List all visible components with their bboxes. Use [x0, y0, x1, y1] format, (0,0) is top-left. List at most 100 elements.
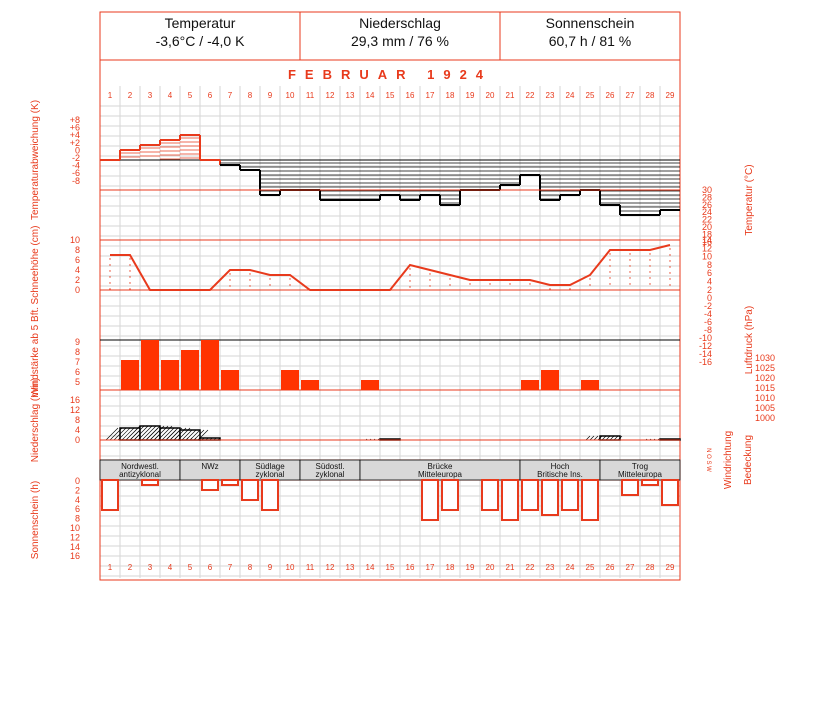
header-sunshine: Sonnenschein 60,7 h / 81 %	[500, 14, 680, 58]
temperature-right-tick: -14	[699, 349, 712, 359]
temperature-right-tick: 4	[707, 277, 712, 287]
precipitation-hatch	[105, 427, 119, 441]
temperature-right-tick: 22	[702, 215, 712, 225]
snow-dot	[129, 282, 131, 284]
precipitation-hatch	[605, 435, 611, 441]
snow-dot	[409, 280, 411, 282]
snow-dot	[289, 284, 291, 286]
snow-dot	[409, 268, 411, 270]
sunshine-tick: 6	[75, 504, 80, 514]
snow-dot	[609, 253, 611, 255]
temperature-right-tick: 2	[707, 285, 712, 295]
day-label-top: 13	[346, 91, 355, 100]
snow-dot	[469, 283, 471, 285]
day-label-bottom: 11	[306, 563, 315, 572]
weather-type-line2: Mitteleuropa	[418, 470, 463, 479]
day-label-bottom: 2	[128, 563, 133, 572]
precipitation-tick: 16	[70, 395, 80, 405]
snow-dot	[129, 276, 131, 278]
snow-dot	[449, 278, 451, 280]
wind-bar	[281, 370, 299, 390]
day-label-bottom: 26	[606, 563, 615, 572]
day-label-top: 6	[208, 91, 213, 100]
snow-dot	[609, 259, 611, 261]
temperature-tick: +8	[70, 115, 80, 125]
day-label-top: 20	[486, 91, 495, 100]
wind-bar	[141, 340, 159, 390]
snow-dot	[649, 259, 651, 261]
day-label-top: 9	[268, 91, 273, 100]
temperature-right-tick: -10	[699, 333, 712, 343]
weather-type-line1: Trog	[632, 462, 648, 471]
precipitation-hatch	[133, 425, 149, 441]
snow-dot	[669, 266, 671, 268]
snow-dot	[229, 279, 231, 281]
snow-dot	[509, 283, 511, 285]
snow-dot	[589, 284, 591, 286]
snow-dot	[569, 288, 571, 290]
wind-tick: 7	[75, 357, 80, 367]
snow-dot	[609, 283, 611, 285]
precipitation-tick: 4	[75, 425, 80, 435]
day-label-top: 11	[306, 91, 315, 100]
temperature-right-tick: 20	[702, 222, 712, 232]
precipitation-hatch	[597, 435, 603, 441]
precipitation-hatch	[149, 427, 163, 441]
temperature-right-tick: 16	[702, 237, 712, 247]
snow-dot	[449, 284, 451, 286]
snow-tick: 8	[75, 245, 80, 255]
day-label-top: 26	[606, 91, 615, 100]
sunshine-bar	[201, 479, 219, 491]
temperature-right-tick: 18	[702, 229, 712, 239]
temperature-right-tick: 24	[702, 207, 712, 217]
chart-frame	[99, 11, 681, 581]
sunshine-bar	[241, 479, 259, 501]
precipitation-hatch	[157, 427, 171, 441]
pressure-tick: 1015	[755, 383, 775, 393]
day-label-bottom: 21	[506, 563, 515, 572]
snow-dot	[629, 259, 631, 261]
day-label-top: 2	[128, 91, 133, 100]
precipitation-hatch	[109, 427, 123, 441]
temperature-right-tick: 10	[702, 252, 712, 262]
precipitation-axis-title: Niederschlag (mm)	[30, 378, 41, 462]
sunshine-tick: 0	[75, 476, 80, 486]
pressure-axis-title: Luftdruck (hPa)	[744, 306, 755, 374]
day-label-top: 17	[426, 91, 435, 100]
day-label-bottom: 4	[168, 563, 173, 572]
snow-dot	[609, 277, 611, 279]
snow-dot	[409, 286, 411, 288]
snow-dot	[129, 258, 131, 260]
day-label-top: 5	[188, 91, 193, 100]
sunshine-bar	[221, 479, 239, 486]
snow-dot	[649, 265, 651, 267]
temperature-tick: -8	[72, 176, 80, 186]
weather-type-line2: antizyklonal	[119, 470, 161, 479]
precipitation-hatch	[129, 425, 145, 441]
day-label-bottom: 6	[208, 563, 213, 572]
snow-dot	[229, 285, 231, 287]
snow-dot	[649, 271, 651, 273]
weather-type-line1: Hoch	[551, 462, 570, 471]
precipitation-tick: 0	[75, 435, 80, 445]
temperature-right-tick: 30	[702, 185, 712, 195]
snow-dot	[429, 285, 431, 287]
snow-dot	[109, 288, 111, 290]
weather-type-line2: Mitteleuropa	[618, 470, 663, 479]
day-label-top: 19	[466, 91, 475, 100]
snow-dot	[129, 264, 131, 266]
temperature-axis-title: Temperaturabweichung (K)	[30, 100, 41, 220]
day-label-top: 23	[546, 91, 555, 100]
wind-axis-title: Windstärke ab 5 Bft.	[30, 307, 41, 397]
precipitation-hatch	[181, 429, 193, 441]
weather-type-line1: Südlage	[255, 462, 285, 471]
temperature-right-tick: 6	[707, 268, 712, 278]
day-label-top: 21	[506, 91, 515, 100]
snow-dot	[629, 283, 631, 285]
precipitation-tick: 8	[75, 415, 80, 425]
day-label-bottom: 12	[326, 563, 335, 572]
temperature-tick: 0	[75, 145, 80, 155]
snow-tick: 2	[75, 275, 80, 285]
temperature-right-tick: -6	[704, 317, 712, 327]
wind-tick: 5	[75, 377, 80, 387]
